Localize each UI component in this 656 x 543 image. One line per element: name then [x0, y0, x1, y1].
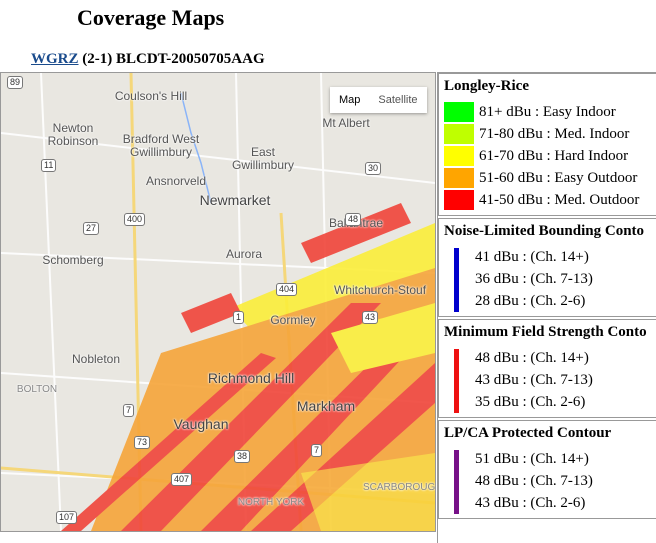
- place-label: SCARBOROUGH: [363, 482, 436, 493]
- place-label: Gormley: [270, 313, 316, 327]
- legend-label: 71-80 dBu : Med. Indoor: [479, 125, 630, 142]
- place-label: Schomberg: [42, 253, 104, 267]
- station-link[interactable]: WGRZ: [31, 51, 79, 67]
- contour-label: 43 dBu : (Ch. 7-13): [475, 371, 593, 388]
- route-shield: 89: [7, 76, 24, 89]
- route-shield: 404: [276, 283, 298, 296]
- route-shield: 7: [123, 404, 135, 417]
- legend-swatch: [444, 124, 474, 144]
- legend-label: 61-70 dBu : Hard Indoor: [479, 147, 629, 164]
- station-line: WGRZ (2-1) BLCDT-20050705AAG: [31, 51, 265, 68]
- contour-group: 51 dBu : (Ch. 14+) 48 dBu : (Ch. 7-13) 43 …: [444, 448, 656, 514]
- contour-list: 51 dBu : (Ch. 14+) 48 dBu : (Ch. 7-13) 43 …: [475, 448, 593, 514]
- legend-label: 41-50 dBu : Med. Outdoor: [479, 191, 640, 208]
- place-label: Mt Albert: [322, 116, 370, 130]
- place-label: Newmarket: [199, 192, 271, 208]
- section-title: Longley-Rice: [444, 78, 529, 94]
- place-label: Nobleton: [71, 352, 121, 366]
- contour-label: 35 dBu : (Ch. 2-6): [475, 393, 586, 410]
- section-title: Minimum Field Strength Conto: [444, 324, 647, 340]
- legend-swatch: [444, 168, 474, 188]
- place-label: Vaughan: [173, 416, 229, 432]
- legend-swatch: [444, 190, 474, 210]
- station-info: (2-1) BLCDT-20050705AAG: [82, 51, 265, 67]
- route-shield: 1: [233, 311, 245, 324]
- place-label: BOLTON: [16, 384, 58, 395]
- legend-row: 41 dBu : (Ch. 14+): [475, 246, 593, 268]
- contour-bar: [454, 248, 459, 312]
- contour-list: 41 dBu : (Ch. 14+) 36 dBu : (Ch. 7-13) 28 …: [475, 246, 593, 312]
- legend-label: 51-60 dBu : Easy Outdoor: [479, 169, 638, 186]
- route-shield: 30: [365, 162, 382, 175]
- page: Coverage Maps WGRZ (2-1) BLCDT-20050705A…: [0, 5, 656, 543]
- route-shield: 43: [362, 311, 379, 324]
- legend-row: 48 dBu : (Ch. 7-13): [475, 470, 593, 492]
- map-graphic: [1, 73, 435, 531]
- route-shield: 73: [134, 436, 151, 449]
- legend-row: 41-50 dBu : Med. Outdoor: [444, 189, 656, 211]
- legend-row: 51 dBu : (Ch. 14+): [475, 448, 593, 470]
- map-button[interactable]: Map: [339, 94, 361, 106]
- legend-section: Noise-Limited Bounding Conto 41 dBu : (Ch…: [438, 218, 656, 317]
- contour-label: 51 dBu : (Ch. 14+): [475, 450, 589, 467]
- map-type-control: Map Satellite: [330, 87, 427, 113]
- legend: Longley-Rice 81+ dBu : Easy Indoor 71-80 d…: [437, 72, 656, 543]
- place-label: East Gwillimbury: [231, 145, 294, 172]
- route-shield: 407: [171, 473, 193, 486]
- contour-group: 41 dBu : (Ch. 14+) 36 dBu : (Ch. 7-13) 28 …: [444, 246, 656, 312]
- page-title: Coverage Maps: [77, 5, 225, 30]
- route-shield: 27: [83, 222, 100, 235]
- contour-label: 41 dBu : (Ch. 14+): [475, 248, 589, 265]
- place-label: Newton Robinson: [47, 121, 99, 148]
- legend-row: 43 dBu : (Ch. 7-13): [475, 369, 593, 391]
- route-shield: 400: [124, 213, 146, 226]
- route-shield: 107: [56, 511, 78, 524]
- contour-label: 48 dBu : (Ch. 14+): [475, 349, 589, 366]
- place-label: NORTH YORK: [237, 497, 305, 508]
- legend-label: 81+ dBu : Easy Indoor: [479, 103, 616, 120]
- contour-label: 48 dBu : (Ch. 7-13): [475, 472, 593, 489]
- legend-row: 71-80 dBu : Med. Indoor: [444, 123, 656, 145]
- place-label: Aurora: [225, 247, 263, 261]
- contour-list: 48 dBu : (Ch. 14+) 43 dBu : (Ch. 7-13) 35 …: [475, 347, 593, 413]
- route-shield: 48: [345, 213, 362, 226]
- legend-row: 61-70 dBu : Hard Indoor: [444, 145, 656, 167]
- legend-section: LP/CA Protected Contour 51 dBu : (Ch. 14+…: [438, 420, 656, 519]
- legend-swatch: [444, 146, 474, 166]
- legend-row: 81+ dBu : Easy Indoor: [444, 101, 656, 123]
- place-label: Markham: [296, 398, 356, 414]
- section-title: Noise-Limited Bounding Conto: [444, 223, 645, 239]
- route-shield: 11: [41, 159, 57, 172]
- place-label: Coulson's Hill: [114, 89, 188, 103]
- place-label: Ansnorveld: [145, 174, 207, 188]
- section-title: LP/CA Protected Contour: [444, 425, 612, 441]
- contour-bar: [454, 450, 459, 514]
- contour-group: 48 dBu : (Ch. 14+) 43 dBu : (Ch. 7-13) 35 …: [444, 347, 656, 413]
- contour-bar: [454, 349, 459, 413]
- route-shield: 38: [234, 450, 251, 463]
- contour-label: 36 dBu : (Ch. 7-13): [475, 270, 593, 287]
- legend-section: Longley-Rice 81+ dBu : Easy Indoor 71-80 d…: [438, 73, 656, 216]
- place-label: Bradford West Gwillimbury: [122, 132, 200, 159]
- legend-row: 43 dBu : (Ch. 2-6): [475, 492, 593, 514]
- place-label: Richmond Hill: [207, 370, 295, 386]
- map[interactable]: Coulson's Hill Newton Robinson Bradford …: [0, 72, 436, 532]
- contour-label: 43 dBu : (Ch. 2-6): [475, 494, 586, 511]
- route-shield: 7: [311, 444, 323, 457]
- contour-label: 28 dBu : (Ch. 2-6): [475, 292, 586, 309]
- legend-row: 51-60 dBu : Easy Outdoor: [444, 167, 656, 189]
- legend-row: 36 dBu : (Ch. 7-13): [475, 268, 593, 290]
- legend-swatch: [444, 102, 474, 122]
- legend-row: 48 dBu : (Ch. 14+): [475, 347, 593, 369]
- legend-row: 35 dBu : (Ch. 2-6): [475, 391, 593, 413]
- legend-section: Minimum Field Strength Conto 48 dBu : (Ch…: [438, 319, 656, 418]
- satellite-button[interactable]: Satellite: [378, 94, 418, 106]
- place-label: Whitchurch-Stouf: [334, 283, 427, 297]
- legend-row: 28 dBu : (Ch. 2-6): [475, 290, 593, 312]
